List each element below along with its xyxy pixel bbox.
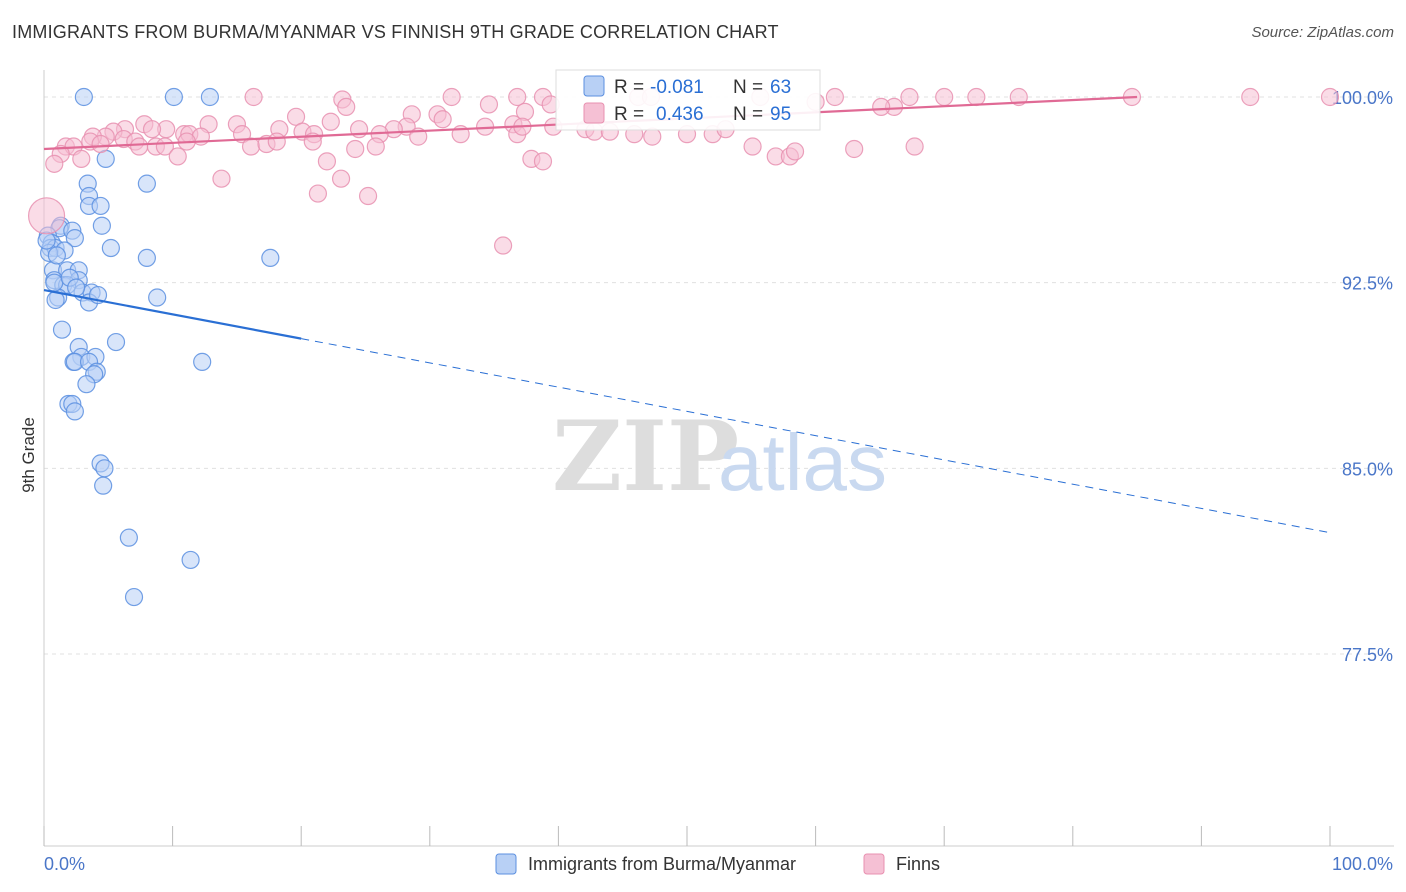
chart-title: IMMIGRANTS FROM BURMA/MYANMAR VS FINNISH… xyxy=(12,22,779,42)
burma-point xyxy=(106,332,126,352)
burma-point xyxy=(47,246,66,265)
burma-point xyxy=(193,352,212,371)
finns-point xyxy=(27,197,66,235)
legend-r-value-2: 0.436 xyxy=(656,104,704,125)
legend-swatch-blue xyxy=(583,75,605,97)
legend-n-label-1: N = xyxy=(733,77,763,98)
finns-point xyxy=(346,139,365,159)
legend-swatch-pink xyxy=(583,102,605,124)
finns-point xyxy=(168,147,187,166)
bottom-legend-swatch-blue xyxy=(495,853,517,875)
burma-point xyxy=(164,87,183,107)
finns-point xyxy=(1320,87,1340,107)
finns-point xyxy=(1009,87,1028,107)
finns-point xyxy=(212,169,231,188)
burma-point xyxy=(67,278,86,297)
burma-point xyxy=(74,87,93,107)
legend-r-label-1: R = xyxy=(614,77,644,98)
legend-r-label-2: R = xyxy=(614,104,644,125)
finns-point xyxy=(321,112,340,131)
legend-n-label-2: N = xyxy=(733,104,763,125)
y-tick-label: 77.5% xyxy=(1342,645,1393,665)
finns-point xyxy=(337,97,356,117)
finns-point xyxy=(244,87,263,107)
burma-point xyxy=(45,273,64,292)
finns-point xyxy=(900,87,919,107)
y-tick-label: 100.0% xyxy=(1332,88,1393,108)
burma-point xyxy=(119,528,138,547)
svg-text:R =: R = xyxy=(614,77,644,98)
finns-point xyxy=(308,184,328,203)
y-tick-label: 85.0% xyxy=(1342,459,1393,479)
finns-point xyxy=(130,137,149,156)
finns-point xyxy=(331,169,351,188)
finns-point xyxy=(905,137,924,156)
legend-n-value-1: 63 xyxy=(770,77,791,98)
watermark-atlas: atlas xyxy=(718,418,887,507)
y-axis-label: 9th Grade xyxy=(19,417,38,493)
chart-source: Source: ZipAtlas.com xyxy=(1251,24,1394,41)
bottom-legend-label-pink: Finns xyxy=(896,854,940,874)
burma-trend-solid xyxy=(43,289,302,340)
bottom-legend: Immigrants from Burma/Myanmar Finns xyxy=(495,853,940,875)
burma-point xyxy=(148,288,167,307)
burma-point xyxy=(37,231,56,250)
finns-point xyxy=(872,97,891,117)
finns-point xyxy=(241,137,261,156)
burma-point xyxy=(137,248,156,268)
burma-point xyxy=(200,87,219,107)
burma-point xyxy=(101,238,120,258)
finns-point xyxy=(317,152,337,171)
finns-point xyxy=(967,87,986,107)
burma-point xyxy=(95,459,114,478)
finns-point xyxy=(494,236,513,255)
finns-point xyxy=(508,87,527,107)
finns-point xyxy=(433,110,452,129)
finns-point xyxy=(785,142,805,161)
top-legend: R = -0.081 N = 63 R = 0.436 N = 95 xyxy=(555,69,821,131)
x-tick-label: 0.0% xyxy=(44,854,85,874)
burma-point xyxy=(65,402,84,421)
burma-point xyxy=(52,320,72,339)
burma-point xyxy=(261,248,280,268)
burma-point xyxy=(181,550,200,570)
bottom-legend-swatch-pink xyxy=(863,853,885,875)
x-tick-label: 100.0% xyxy=(1332,854,1393,874)
legend-r-value-1: -0.081 xyxy=(650,77,704,98)
finns-point xyxy=(1241,87,1260,107)
burma-trend-dashed xyxy=(301,338,1331,534)
legend-n-value-2: 95 xyxy=(770,104,791,125)
finns-point xyxy=(845,139,864,159)
finns-point xyxy=(366,137,385,156)
burma-point xyxy=(77,375,96,394)
burma-point xyxy=(94,476,113,495)
finns-point xyxy=(358,186,378,206)
grid-layer xyxy=(44,96,1394,655)
finns-point xyxy=(142,120,162,139)
finns-point xyxy=(267,132,286,151)
finns-point xyxy=(45,154,64,173)
watermark: ZIP atlas xyxy=(552,400,887,513)
burma-point xyxy=(137,174,156,193)
finns-point xyxy=(72,149,91,168)
finns-point xyxy=(442,87,461,107)
finns-point xyxy=(479,95,499,114)
finns-point xyxy=(743,137,762,156)
finns-point xyxy=(91,134,110,154)
watermark-zip: ZIP xyxy=(552,400,739,513)
finns-point xyxy=(935,87,954,107)
finns-point xyxy=(825,87,844,107)
burma-point xyxy=(91,196,110,216)
finns-point xyxy=(533,152,553,171)
burma-point xyxy=(65,229,84,248)
burma-point xyxy=(124,587,144,607)
burma-point xyxy=(92,216,111,235)
bottom-legend-label-blue: Immigrants from Burma/Myanmar xyxy=(528,854,796,874)
y-tick-label: 92.5% xyxy=(1342,274,1393,294)
points-layer xyxy=(27,87,1340,607)
finns-point xyxy=(643,127,662,146)
